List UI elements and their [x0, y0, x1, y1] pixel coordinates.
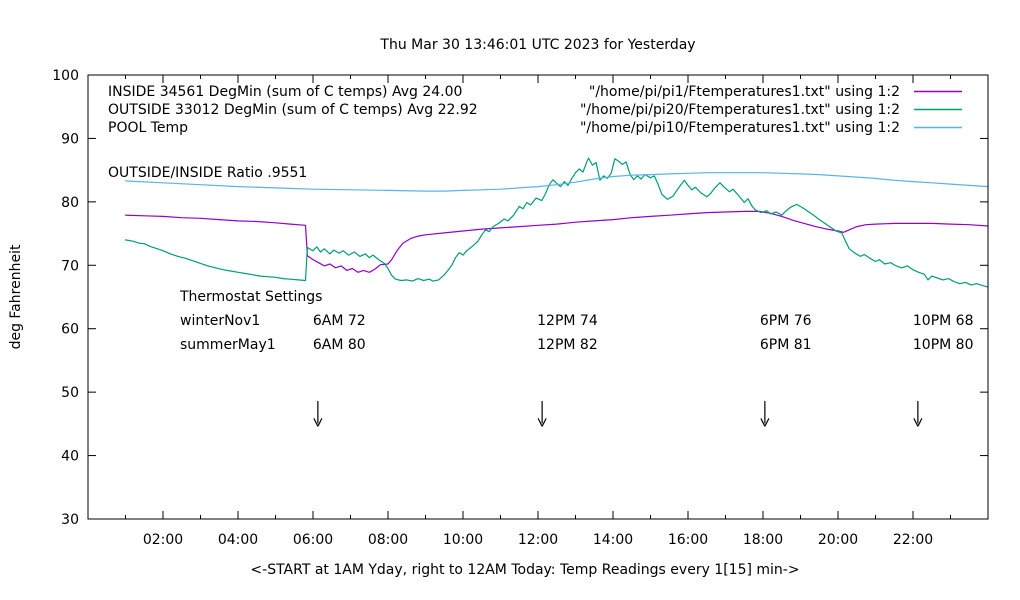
x-tick-label: 12:00 — [518, 532, 558, 548]
x-tick-label: 20:00 — [818, 532, 858, 548]
arrow-head-left — [313, 418, 319, 427]
x-tick-label: 06:00 — [293, 532, 333, 548]
setpoint-arrows — [313, 401, 923, 427]
legend-label-pool: POOL Temp — [108, 120, 188, 136]
down-arrow-icon — [913, 401, 923, 427]
x-tick-label: 02:00 — [143, 532, 183, 548]
thermostat-setting-value: 10PM 68 — [913, 313, 974, 329]
down-arrow-icon — [760, 401, 770, 427]
x-tick-label: 04:00 — [218, 532, 258, 548]
legend-label-inside: INSIDE 34561 DegMin (sum of C temps) Avg… — [108, 84, 462, 100]
x-axis-label: <-START at 1AM Yday, right to 12AM Today… — [250, 562, 799, 578]
legend-label-outside: OUTSIDE 33012 DegMin (sum of C temps) Av… — [108, 102, 478, 118]
ratio-annotation: OUTSIDE/INSIDE Ratio .9551 — [108, 165, 307, 181]
arrow-head-left — [760, 418, 766, 427]
y-tick-label: 30 — [61, 512, 79, 528]
thermostat-setting-value: 12PM 82 — [537, 337, 598, 353]
down-arrow-icon — [313, 401, 323, 427]
thermostat-setting-value: 12PM 74 — [537, 313, 598, 329]
legend-file-pool: "/home/pi/pi10/Ftemperatures1.txt" using… — [580, 120, 900, 136]
chart-title: Thu Mar 30 13:46:01 UTC 2023 for Yesterd… — [379, 37, 695, 53]
x-tick-label: 08:00 — [368, 532, 408, 548]
x-tick-label: 18:00 — [743, 532, 783, 548]
plot-border — [87, 74, 989, 520]
thermostat-row-label: summerMay1 — [180, 337, 276, 353]
x-tick-label: 16:00 — [668, 532, 708, 548]
y-tick-label: 40 — [61, 449, 79, 465]
series-lines — [124, 157, 989, 288]
y-tick-label: 100 — [52, 68, 79, 84]
y-tick-label: 90 — [61, 131, 79, 147]
series-line-pool — [124, 172, 989, 192]
thermostat-table: winterNov1 6AM 72 12PM 74 6PM 76 10PM 68 summ… — [180, 313, 973, 353]
thermostat-setting-value: 6PM 81 — [760, 337, 812, 353]
thermostat-row-label: winterNov1 — [180, 313, 260, 329]
series-line-inside — [124, 210, 989, 273]
legend-file-inside: "/home/pi/pi1/Ftemperatures1.txt" using … — [589, 84, 900, 100]
arrow-head-right — [541, 418, 547, 427]
arrow-head-left — [913, 418, 919, 427]
thermostat-setting-value: 10PM 80 — [913, 337, 974, 353]
series-line-outside — [124, 157, 989, 288]
y-tick-label: 60 — [61, 322, 79, 338]
x-tick-label: 14:00 — [593, 532, 633, 548]
arrow-head-right — [317, 418, 323, 427]
plot-ticks: 30 40 50 60 70 80 90 100 02:00 04:00 06:00 08:00 10:… — [52, 68, 988, 548]
x-tick-label: 10:00 — [443, 532, 483, 548]
thermostat-setting-value: 6AM 72 — [313, 313, 366, 329]
y-tick-label: 80 — [61, 195, 79, 211]
arrow-head-left — [537, 418, 543, 427]
thermostat-setting-value: 6AM 80 — [313, 337, 366, 353]
thermostat-heading: Thermostat Settings — [179, 289, 322, 305]
x-tick-label: 22:00 — [893, 532, 933, 548]
legend: INSIDE 34561 DegMin (sum of C temps) Avg… — [108, 84, 962, 136]
arrow-head-right — [917, 418, 923, 427]
legend-file-outside: "/home/pi/pi20/Ftemperatures1.txt" using… — [580, 102, 900, 118]
y-tick-label: 70 — [61, 258, 79, 274]
y-tick-label: 50 — [61, 385, 79, 401]
y-axis-label: deg Fahrenheit — [8, 244, 24, 349]
thermostat-setting-value: 6PM 76 — [760, 313, 812, 329]
down-arrow-icon — [537, 401, 547, 427]
arrow-head-right — [764, 418, 770, 427]
